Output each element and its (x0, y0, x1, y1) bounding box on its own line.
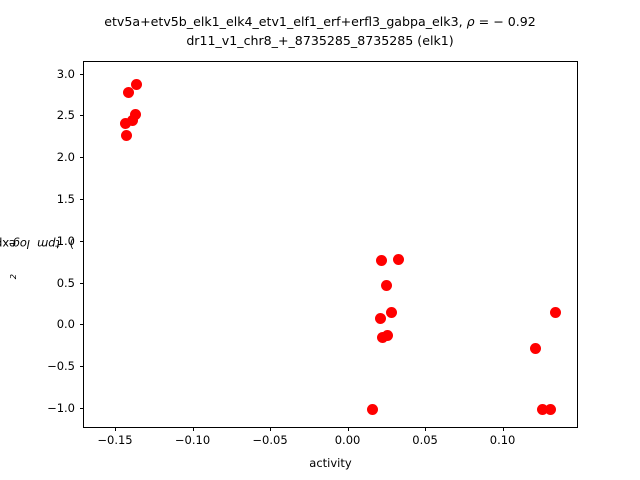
y-axis-tick-label: −1.0 (47, 400, 75, 415)
y-axis-tick-label: 0.5 (56, 275, 75, 290)
x-axis-tick (347, 427, 349, 431)
y-axis-tick-label: 2.0 (56, 150, 75, 165)
x-axis-tick-label: −0.05 (252, 433, 288, 447)
y-axis-tick-label: 2.5 (56, 108, 75, 123)
y-axis-tick (80, 73, 84, 75)
data-point (374, 313, 386, 325)
y-axis-label-close: ) (69, 237, 75, 252)
x-axis-tick-label: −0.10 (174, 433, 211, 447)
rho-value: = − 0.92 (474, 14, 536, 29)
x-axis-label: activity (309, 456, 352, 470)
data-point (386, 307, 398, 319)
rho-symbol: ρ (466, 14, 475, 29)
x-axis-tick-label: 0.00 (334, 433, 361, 447)
y-axis-tick-label: 1.5 (56, 191, 75, 206)
data-point (130, 79, 142, 91)
y-axis-tick (80, 407, 84, 409)
data-point (120, 130, 132, 141)
data-point (382, 329, 394, 341)
chart-title-line-1: etv5a+etv5b_elk1_elk4_etv1_elf1_erf+erfl… (0, 12, 640, 31)
y-axis-tick (80, 366, 84, 368)
y-axis-tick-label: 3.0 (56, 66, 75, 81)
data-point (122, 86, 134, 98)
data-point (549, 306, 561, 318)
data-point (544, 403, 556, 415)
data-point (530, 342, 542, 354)
chart-title-gene-set: etv5a+etv5b_elk1_elk4_etv1_elf1_erf+erfl… (104, 14, 467, 29)
y-axis-label-sub: 2 (8, 274, 19, 280)
y-axis-tick (80, 282, 84, 284)
y-axis-tick (80, 157, 84, 159)
data-point (537, 403, 549, 415)
data-point (380, 279, 392, 291)
x-axis-tick (270, 427, 272, 431)
data-point (127, 114, 139, 126)
data-point (367, 404, 379, 416)
y-axis-tick (80, 324, 84, 326)
y-axis-tick-label: 1.0 (56, 233, 75, 248)
data-point (129, 109, 141, 121)
y-axis-tick (80, 115, 84, 117)
x-axis-tick (192, 427, 194, 431)
data-point (392, 254, 404, 266)
plot-axes: −0.15 −0.10 −0.05 0.00 0.05 0.10 3.0 2.5 2.0 1.5 1… (47, 61, 578, 447)
y-axis-tick (80, 198, 84, 200)
chart-title-line-2: dr11_v1_chr8_+_8735285_8735285 (elk1) (186, 33, 454, 48)
y-axis-tick-label: −0.5 (47, 359, 75, 374)
x-axis-tick-label: −0.15 (97, 433, 133, 447)
y-axis-tick-label: 0.0 (56, 317, 75, 332)
x-axis-tick (425, 427, 427, 431)
data-point (376, 331, 388, 343)
y-axis-tick (80, 240, 84, 242)
x-axis-tick (115, 427, 116, 431)
x-axis-tick (502, 427, 504, 431)
data-point (119, 118, 131, 130)
chart-title: etv5a+etv5b_elk1_elk4_etv1_elf1_erf+erfl… (0, 12, 640, 50)
x-axis-tick-label: 0.05 (412, 433, 438, 447)
x-axis-tick-label: 0.10 (489, 433, 516, 447)
data-point (376, 255, 387, 267)
plot-area (84, 62, 577, 427)
